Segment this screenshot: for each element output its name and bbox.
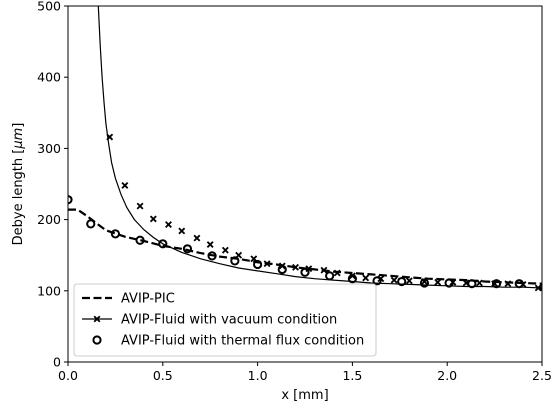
legend-item: AVIP-Fluid with thermal flux condition <box>92 334 364 349</box>
data-point-circle <box>230 256 240 266</box>
data-point-x <box>320 266 328 274</box>
data-point-x <box>362 274 370 282</box>
data-point-circle <box>277 264 287 275</box>
y-tick-label: 0 <box>53 355 61 370</box>
data-point-x <box>263 260 271 268</box>
legend-item: AVIP-Fluid with vacuum condition <box>82 313 337 328</box>
y-axis-label-prefix: Debye length [ <box>11 149 26 246</box>
plot-area-frame <box>67 5 543 363</box>
data-point-circle <box>514 279 524 289</box>
data-point-x <box>305 265 313 273</box>
legend-item: AVIP-PIC <box>82 292 175 307</box>
data-point-x <box>165 221 172 229</box>
legend-box <box>73 283 377 357</box>
data-point-circle <box>419 278 430 288</box>
y-axis-label: Debye length [μm] <box>11 123 26 246</box>
data-point-circle <box>325 271 335 281</box>
data-point-circle <box>182 244 193 254</box>
legend-label: AVIP-Fluid with thermal flux condition <box>121 334 364 349</box>
data-point-circle <box>467 279 477 289</box>
y-tick-label: 200 <box>37 212 61 227</box>
x-axis-label: x [mm] <box>281 388 328 403</box>
data-point-circle <box>253 259 263 270</box>
legend-label: AVIP-Fluid with vacuum condition <box>121 313 337 328</box>
y-tick-label: 300 <box>37 141 61 156</box>
legend-marker <box>92 335 102 345</box>
data-point-x <box>292 263 299 271</box>
data-point-x <box>390 276 398 284</box>
legend-marker <box>93 315 101 323</box>
series-1 <box>68 208 542 285</box>
y-axis-label-suffix: ] <box>11 123 26 128</box>
data-point-x <box>136 202 144 210</box>
y-tick-label: 100 <box>37 283 61 298</box>
x-tick-label: 2.0 <box>437 368 457 383</box>
data-point-circle <box>372 276 382 286</box>
data-point-circle <box>444 278 454 288</box>
data-point-circle <box>397 276 407 287</box>
data-point-x <box>504 280 512 288</box>
data-point-circle <box>347 274 357 284</box>
x-axis-ticks: 0.0 0.5 1.0 1.5 2.0 2.5 <box>58 362 552 383</box>
data-point-x <box>405 277 413 285</box>
data-point-x <box>475 279 483 287</box>
plot-series-layer <box>68 6 542 292</box>
data-point-x <box>434 278 442 286</box>
y-tick-label: 500 <box>37 0 61 14</box>
x-tick-label: 1.5 <box>342 368 362 383</box>
series-3 <box>68 195 542 292</box>
data-point-circle <box>158 239 168 249</box>
x-tick-label: 1.0 <box>248 368 268 383</box>
data-point-x <box>333 269 341 277</box>
y-axis-label-unit: μm <box>11 128 26 150</box>
legend-label: AVIP-PIC <box>121 292 175 307</box>
y-axis-ticks: 0 100 200 300 400 500 <box>37 0 68 370</box>
data-point-x <box>206 241 214 248</box>
data-point-circle <box>207 251 217 261</box>
x-tick-label: 2.5 <box>532 368 552 383</box>
data-point-x <box>221 246 229 254</box>
y-tick-label: 400 <box>37 70 61 85</box>
x-tick-label: 0.0 <box>58 368 78 383</box>
series-line <box>68 208 542 285</box>
legend: AVIP-PIC AVIP-Fluid with vacuum condition… <box>73 283 377 357</box>
data-point-x <box>178 227 186 235</box>
data-point-circle <box>86 219 96 229</box>
data-point-circle <box>539 283 542 292</box>
series-line <box>97 6 542 289</box>
data-point-x <box>121 181 129 189</box>
data-point-circle <box>110 229 121 239</box>
data-point-circle <box>491 279 502 289</box>
data-point-x <box>106 133 114 141</box>
data-point-x <box>149 215 157 223</box>
data-point-x <box>193 234 201 242</box>
data-point-circle <box>300 267 310 277</box>
data-point-circle <box>135 235 145 245</box>
series-2 <box>97 6 542 292</box>
x-tick-label: 0.5 <box>153 368 173 383</box>
